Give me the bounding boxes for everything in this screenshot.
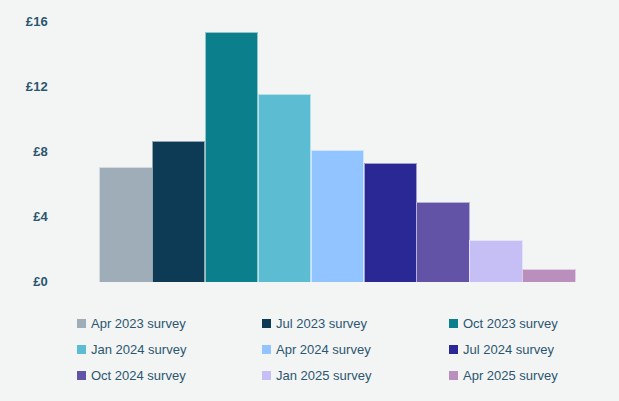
legend-swatch-jul-2023-survey <box>262 319 271 328</box>
bar-jan-2024-survey <box>258 94 312 283</box>
legend-label: Jul 2023 survey <box>276 316 367 331</box>
legend-label: Jul 2024 survey <box>463 342 554 357</box>
legend-item-oct-2023-survey: Oct 2023 survey <box>449 316 607 330</box>
bar-oct-2024-survey <box>416 202 470 282</box>
legend-item-jul-2024-survey: Jul 2024 survey <box>449 342 607 356</box>
legend-label: Apr 2025 survey <box>463 368 558 383</box>
legend-label: Oct 2024 survey <box>91 368 186 383</box>
y-tick-8: £8 <box>0 144 48 160</box>
legend-swatch-oct-2023-survey <box>449 319 458 328</box>
bar-jul-2023-survey <box>152 141 206 282</box>
legend-label: Jan 2024 survey <box>91 342 186 357</box>
legend-swatch-apr-2023-survey <box>77 319 86 328</box>
legend-swatch-jan-2025-survey <box>262 371 271 380</box>
y-tick-16: £16 <box>0 14 48 30</box>
chart-legend: Apr 2023 survey Jul 2023 survey Oct 2023 s… <box>77 316 607 382</box>
bar-jan-2025-survey <box>469 240 523 282</box>
legend-item-jan-2024-survey: Jan 2024 survey <box>77 342 262 356</box>
bar-apr-2025-survey <box>522 269 576 282</box>
bar-apr-2024-survey <box>311 150 365 282</box>
y-tick-4: £4 <box>0 209 48 225</box>
legend-swatch-jan-2024-survey <box>77 345 86 354</box>
legend-label: Jan 2025 survey <box>276 368 371 383</box>
legend-item-apr-2023-survey: Apr 2023 survey <box>77 316 262 330</box>
legend-item-jul-2023-survey: Jul 2023 survey <box>262 316 449 330</box>
bar-apr-2023-survey <box>99 167 153 282</box>
legend-item-apr-2024-survey: Apr 2024 survey <box>262 342 449 356</box>
legend-label: Oct 2023 survey <box>463 316 558 331</box>
y-tick-0: £0 <box>0 274 48 290</box>
legend-label: Apr 2023 survey <box>91 316 186 331</box>
legend-swatch-oct-2024-survey <box>77 371 86 380</box>
bar-chart: £0 £4 £8 £12 £16 Apr 2023 survey Jul 2023 sur… <box>0 0 619 401</box>
legend-item-jan-2025-survey: Jan 2025 survey <box>262 368 449 382</box>
bar-jul-2024-survey <box>364 163 418 282</box>
y-tick-12: £12 <box>0 79 48 95</box>
legend-label: Apr 2024 survey <box>276 342 371 357</box>
legend-item-oct-2024-survey: Oct 2024 survey <box>77 368 262 382</box>
legend-swatch-apr-2024-survey <box>262 345 271 354</box>
legend-item-apr-2025-survey: Apr 2025 survey <box>449 368 607 382</box>
legend-swatch-apr-2025-survey <box>449 371 458 380</box>
legend-swatch-jul-2024-survey <box>449 345 458 354</box>
bar-oct-2023-survey <box>205 32 259 282</box>
